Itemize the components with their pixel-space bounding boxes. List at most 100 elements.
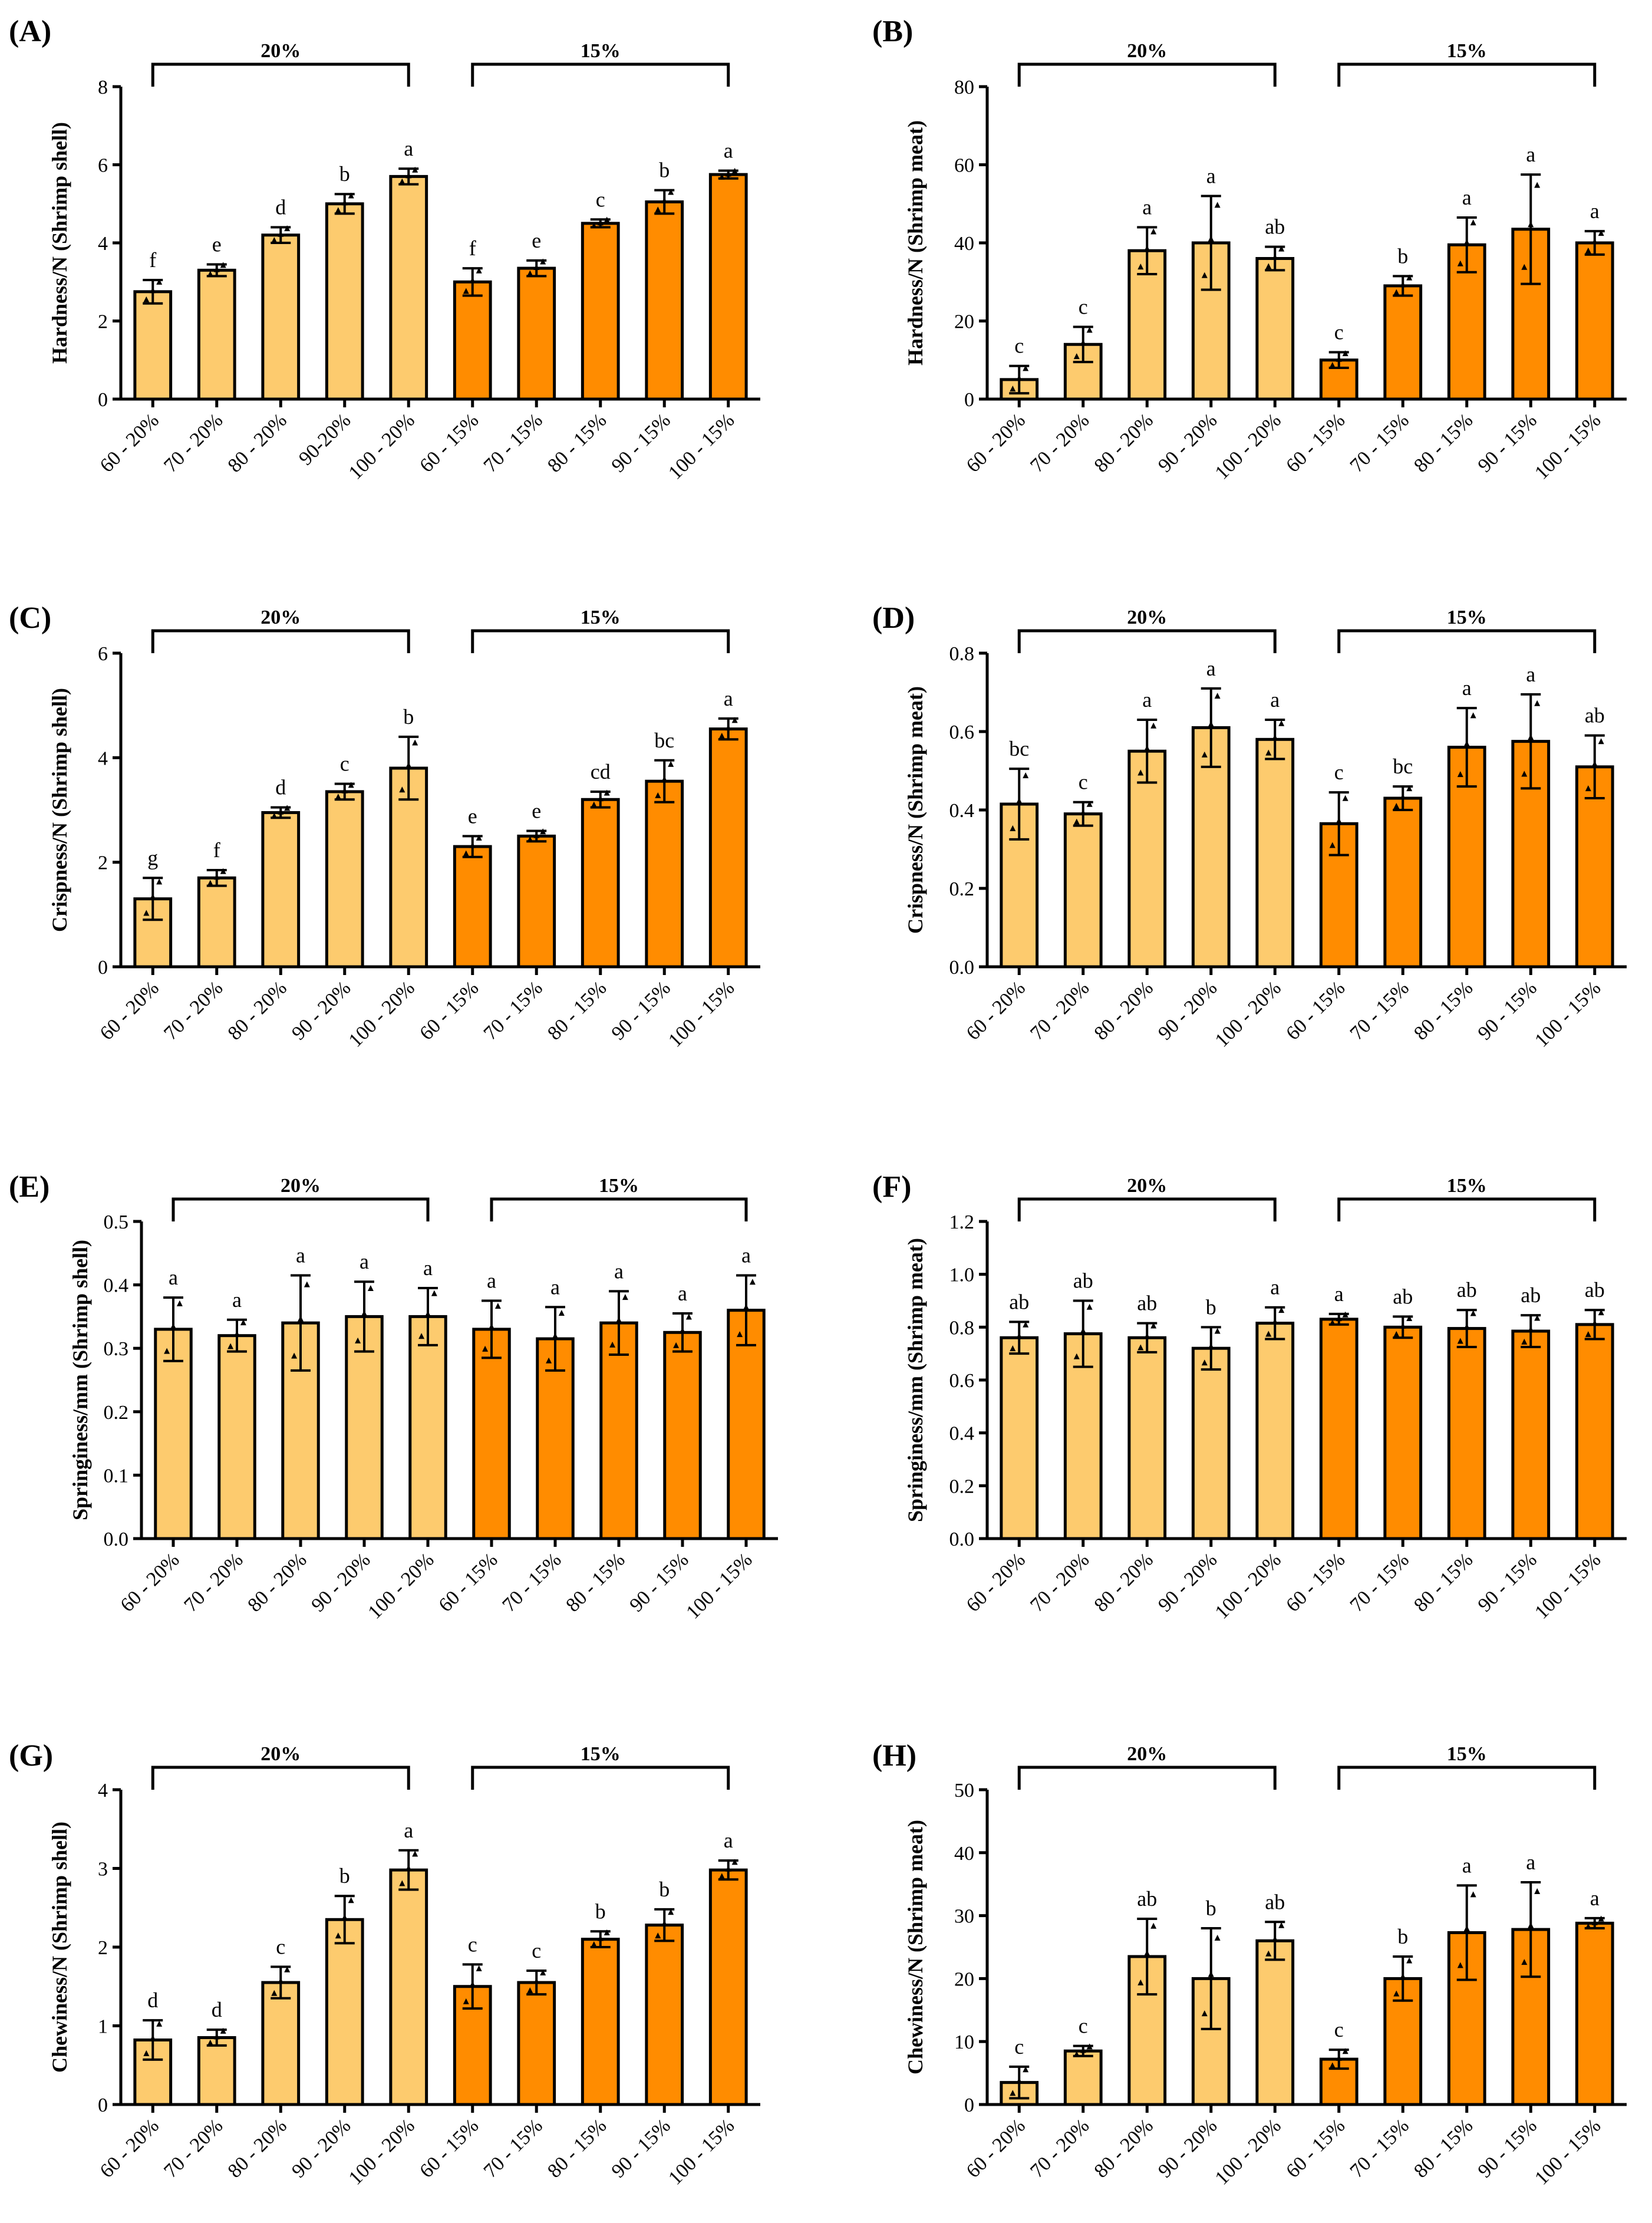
x-tick-label: 100 - 15% [664,2115,738,2189]
data-point-marker [399,1880,405,1886]
x-tick-label: 60 - 20% [962,1549,1030,1616]
x-tick-label: 70 - 20% [160,409,227,476]
significance-letter: a [1590,199,1600,223]
data-point-marker [1010,2090,1016,2096]
bar [472,1328,511,1540]
data-point-marker [278,808,284,815]
x-tick-label: 60 - 15% [434,1549,502,1616]
y-tick-label: 0.0 [104,1529,129,1550]
bar [1383,796,1423,969]
data-point-marker [1342,1311,1348,1318]
data-point-marker [1137,264,1144,270]
significance-letter: a [1462,186,1472,209]
data-point-marker [725,1865,731,1872]
data-point-marker [476,834,482,841]
data-point-marker [1214,1935,1221,1941]
data-point-marker [1393,289,1400,295]
bar [453,280,492,401]
x-tick-label: 60 - 20% [962,409,1030,476]
y-tick-label: 1.0 [949,1264,975,1286]
bar [389,1868,428,2106]
data-point-marker [533,832,540,838]
data-point-marker [1201,751,1208,758]
y-tick-label: 4 [98,747,108,769]
significance-letter: a [741,1243,751,1267]
data-point-marker [1534,1888,1541,1895]
data-point-marker [143,910,150,916]
y-tick-label: 20 [954,311,974,333]
group-bracket [490,1197,748,1221]
data-point-marker [655,206,661,213]
x-tick-label: 80 - 20% [1090,977,1158,1044]
significance-letter: a [1270,688,1280,712]
significance-letter: ab [1265,1890,1285,1914]
significance-letter: b [403,705,414,729]
data-point-marker [271,812,278,819]
bar [517,266,556,401]
data-point-marker [1080,809,1086,816]
significance-letter: a [1142,688,1152,712]
x-tick-label: 60 - 15% [1282,1549,1349,1616]
data-point-marker [431,1290,437,1296]
y-tick-label: 4 [98,233,108,255]
y-tick-label: 0.2 [949,1476,975,1497]
data-point-marker [1400,281,1406,288]
significance-letter: a [1526,143,1535,166]
data-point-marker [1137,1979,1144,1985]
data-point-marker [1400,1973,1406,1980]
error-bar [1521,1881,1541,1978]
significance-letter: b [659,159,670,182]
data-point-marker [469,1981,476,1987]
data-point-marker [1329,362,1336,368]
x-tick-label: 80 - 20% [224,2115,291,2182]
data-point-marker [1144,245,1150,252]
x-tick-label: 100 - 15% [1531,409,1605,483]
data-point-marker [743,1303,749,1310]
group-bracket [1337,1197,1597,1221]
data-point-marker [661,1920,668,1926]
data-point-marker [661,776,668,782]
significance-letter: a [1526,1850,1535,1874]
data-point-marker [1144,745,1150,751]
significance-letter: bc [654,729,674,752]
data-point-marker [1598,1309,1604,1316]
data-point-marker [1016,2077,1023,2084]
data-point-marker [661,197,668,203]
bar [325,202,364,401]
data-point-marker [1457,1338,1463,1344]
data-point-marker [1080,339,1086,345]
data-point-marker [284,1966,291,1972]
data-point-marker [271,1990,278,1996]
data-point-marker [1521,264,1528,270]
data-point-marker [405,762,412,768]
data-point-marker [533,1978,540,1984]
significance-letter: a [423,1256,433,1280]
bar [1191,1346,1231,1540]
x-tick-label: 70 - 20% [1026,409,1093,476]
data-point-marker [1023,2066,1029,2073]
data-point-marker [1534,700,1541,706]
data-point-marker [1585,785,1591,792]
x-tick-label: 90 - 20% [307,1549,374,1616]
data-point-marker [1073,1353,1080,1359]
x-tick-label: 100 - 20% [1211,977,1285,1051]
data-point-marker [668,760,674,767]
data-point-marker [361,1310,367,1316]
error-bar [1073,1299,1093,1368]
data-point-marker [1201,1359,1208,1366]
significance-letter: e [212,232,222,256]
x-tick-label: 90 - 15% [608,977,675,1044]
data-point-marker [685,1313,692,1320]
x-tick-label: 70 - 20% [1026,2115,1093,2182]
error-bar [1584,734,1605,800]
x-tick-label: 90 - 20% [1154,409,1221,476]
data-point-marker [1528,734,1534,740]
data-point-marker [1528,221,1534,228]
data-point-marker [1342,2048,1348,2054]
data-point-marker [558,1310,565,1316]
bar [1575,1921,1614,2106]
significance-letter: c [1334,321,1344,344]
y-tick-label: 0.8 [949,1317,975,1339]
y-tick-label: 2 [98,311,108,333]
x-tick-label: 80 - 20% [1090,1549,1158,1616]
